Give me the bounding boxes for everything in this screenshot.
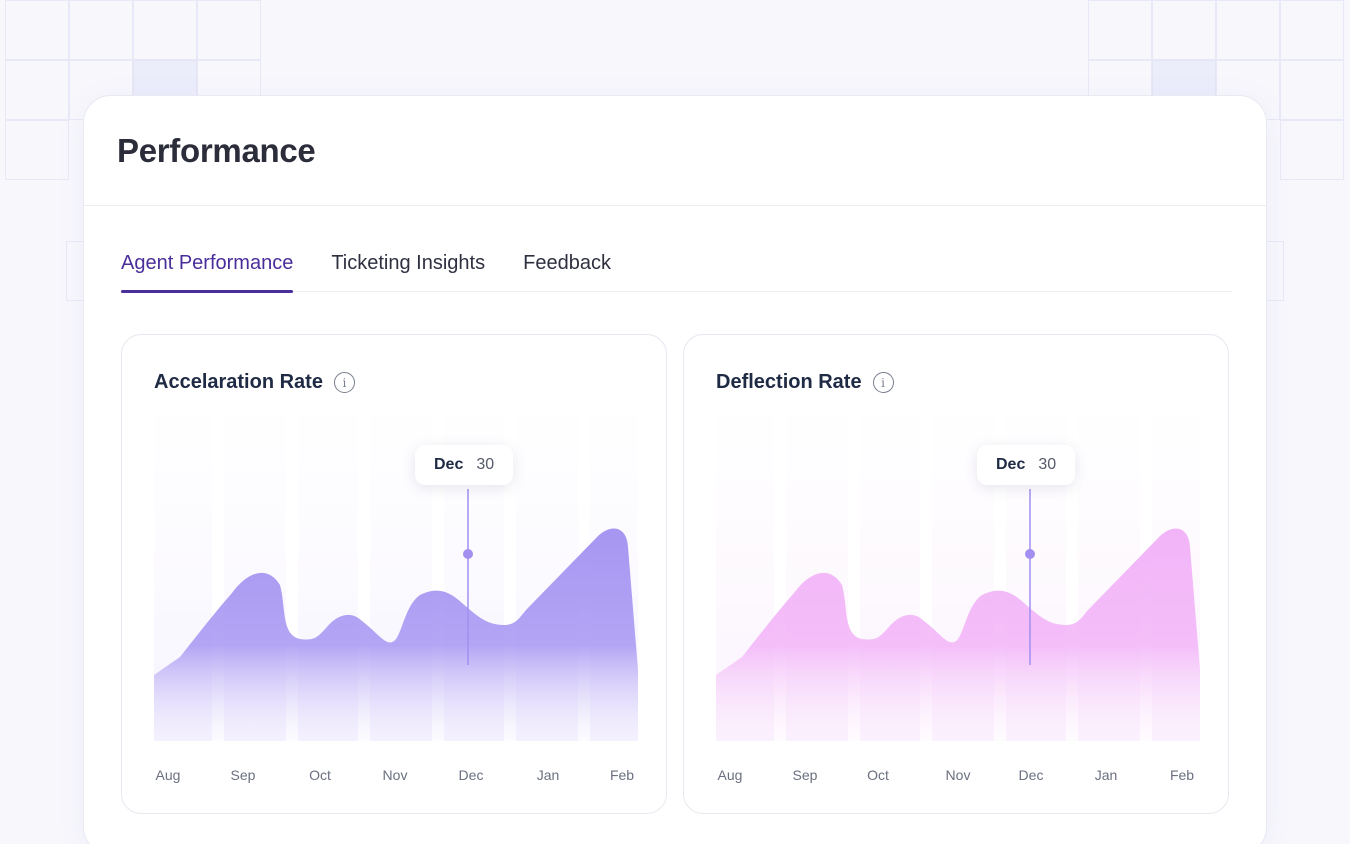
page-title: Performance <box>117 131 316 169</box>
performance-card: Performance Agent Performance Ticketing … <box>83 95 1267 844</box>
chart-title: Deflection Rate i <box>716 371 894 394</box>
tab-ticketing-insights[interactable]: Ticketing Insights <box>331 252 486 274</box>
tooltip-value: 30 <box>476 456 495 473</box>
acceleration-rate-card: Accelaration Rate i <box>121 334 667 814</box>
x-tick-label: Feb <box>1169 767 1195 783</box>
deflection-rate-card: Deflection Rate i <box>683 334 1229 814</box>
card-header: Performance <box>84 96 1266 206</box>
marker-dot <box>1025 549 1035 559</box>
x-tick-label: Aug <box>155 767 181 783</box>
deflection-area <box>716 528 1200 741</box>
chart-title-text: Deflection Rate <box>716 371 862 393</box>
x-tick-label: Dec <box>458 767 484 783</box>
tooltip-month: Dec <box>434 456 464 473</box>
x-tick-label: Nov <box>382 767 408 783</box>
tooltip-value: 30 <box>1038 456 1057 473</box>
x-tick-label: Feb <box>609 767 635 783</box>
x-tick-label: Jan <box>1094 767 1118 783</box>
deflection-area-chart <box>716 415 1200 741</box>
chart-tooltip: Dec 30 <box>415 445 514 485</box>
marker-dot <box>463 549 473 559</box>
x-tick-label: Nov <box>945 767 971 783</box>
x-axis-labels: Aug Sep Oct Nov Dec Jan Feb <box>154 767 638 787</box>
x-tick-label: Oct <box>309 767 331 783</box>
x-tick-label: Aug <box>717 767 743 783</box>
info-icon[interactable]: i <box>333 372 355 393</box>
x-tick-label: Sep <box>230 767 256 783</box>
chart-title: Accelaration Rate i <box>154 371 355 394</box>
chart-title-text: Accelaration Rate <box>154 371 323 393</box>
x-tick-label: Sep <box>792 767 818 783</box>
chart-tooltip: Dec 30 <box>977 445 1076 485</box>
acceleration-area <box>154 528 638 741</box>
x-tick-label: Oct <box>867 767 889 783</box>
x-tick-label: Dec <box>1018 767 1044 783</box>
tab-feedback[interactable]: Feedback <box>523 252 611 274</box>
tab-agent-performance[interactable]: Agent Performance <box>121 240 294 293</box>
tab-bar: Agent Performance Ticketing Insights Fee… <box>121 240 1232 293</box>
info-icon[interactable]: i <box>872 372 894 393</box>
tooltip-month: Dec <box>996 456 1026 473</box>
x-axis-labels: Aug Sep Oct Nov Dec Jan Feb <box>716 767 1200 787</box>
acceleration-area-chart <box>154 415 638 741</box>
x-tick-label: Jan <box>536 767 560 783</box>
